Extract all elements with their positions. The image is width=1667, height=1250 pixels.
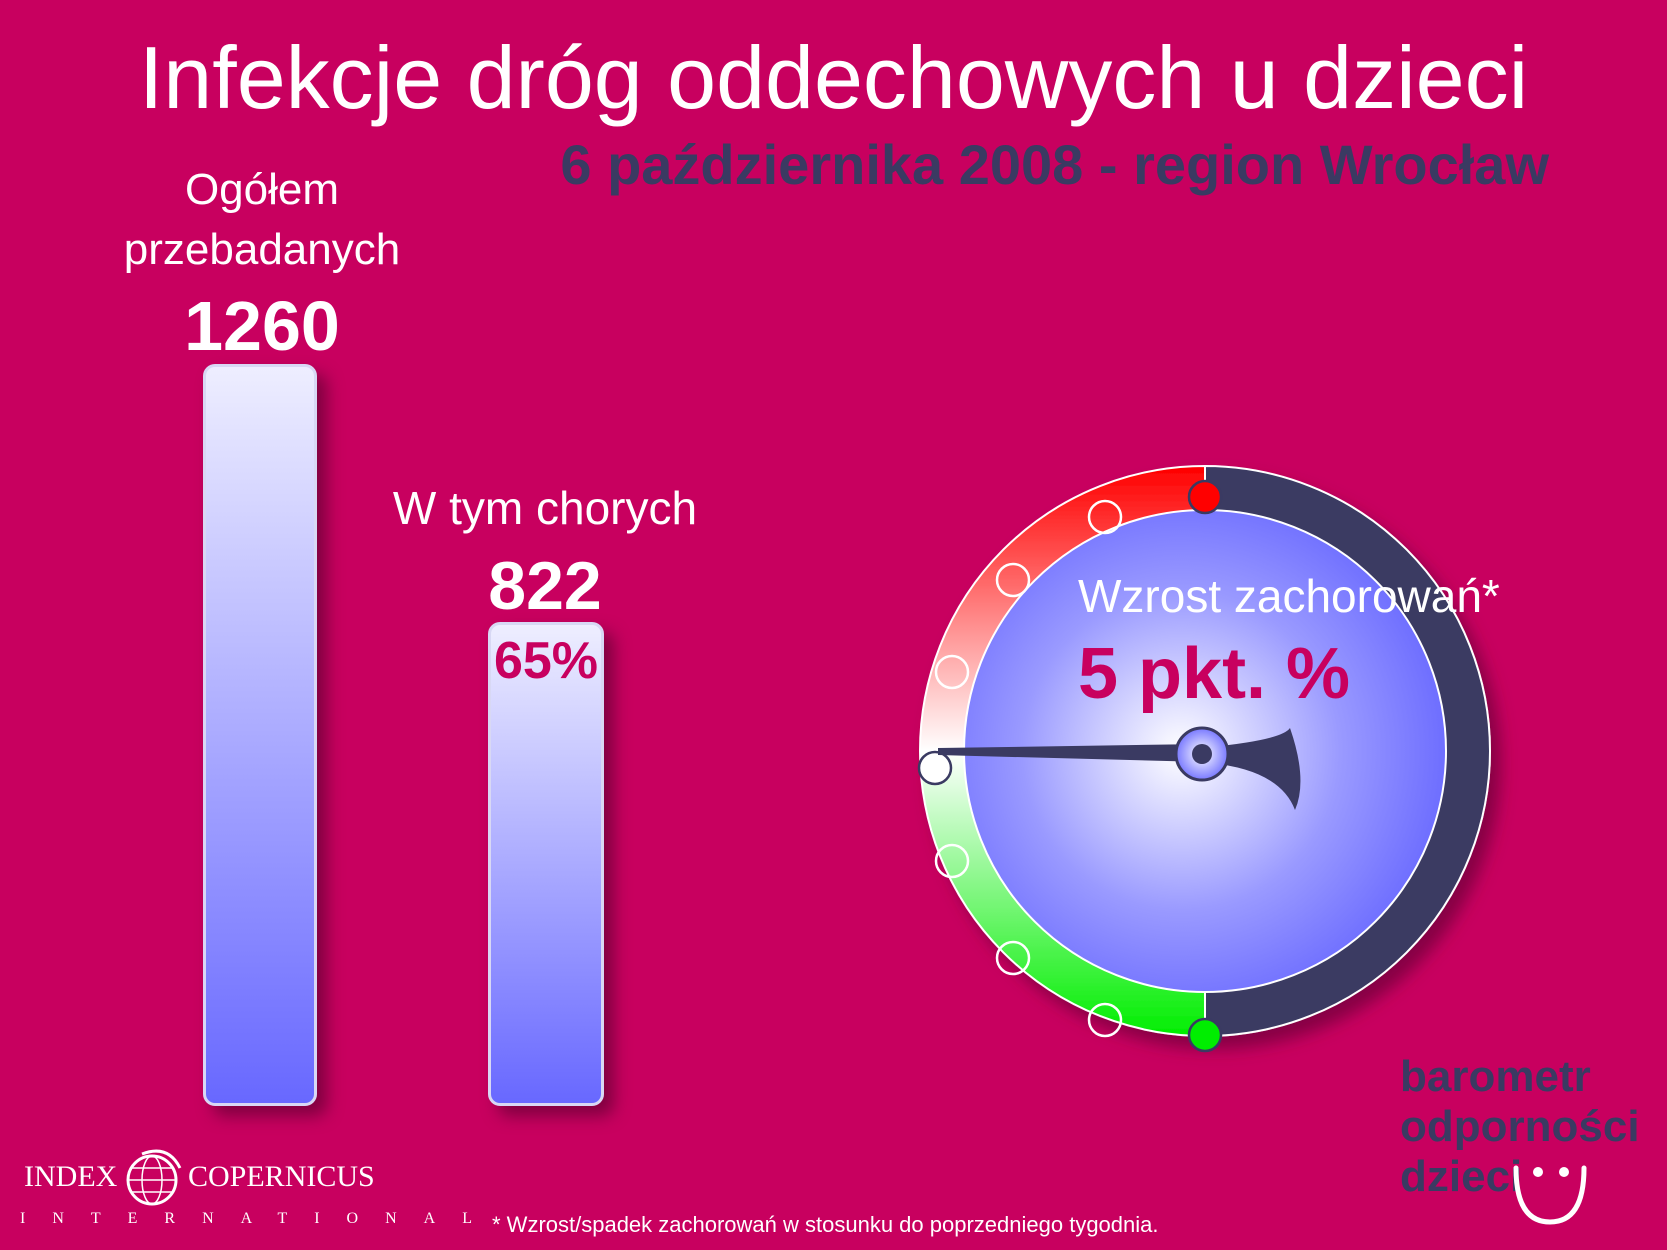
- total-label-line1: Ogółem: [184, 165, 340, 214]
- total-bar: [203, 364, 317, 1106]
- total-label: Ogółem przebadanych: [70, 160, 454, 280]
- total-value: 1260: [184, 287, 340, 365]
- gauge-caption: Wzrost zachorowań*: [1078, 570, 1500, 622]
- sick-label: W tym chorych: [392, 482, 698, 534]
- footnote: * Wzrost/spadek zachorowań w stosunku do…: [492, 1212, 1159, 1237]
- gauge-value: 5 pkt. %: [1078, 634, 1351, 714]
- sick-percent: 65%: [493, 632, 599, 690]
- logo-word-copernicus: COPERNICUS: [188, 1160, 375, 1193]
- smiley-icon: [1513, 1165, 1587, 1225]
- brand-logo: barometr odporności dzieci: [1400, 1052, 1640, 1202]
- gauge-dial: [917, 464, 1491, 1053]
- total-label-line2: przebadanych: [123, 225, 401, 274]
- page-title: Infekcje dróg oddechowych u dzieci: [138, 28, 1529, 127]
- sick-bar: [488, 622, 604, 1106]
- gauge-tick-marks: [917, 479, 1223, 1053]
- page-subtitle: 6 października 2008 - region Wrocław: [560, 133, 1549, 196]
- brand-line2: odporności: [1400, 1102, 1640, 1151]
- sick-value: 822: [488, 548, 602, 624]
- logo-word-index: INDEX: [24, 1160, 118, 1193]
- globe-logo-icon: [126, 1149, 182, 1206]
- gauge-needle: [938, 726, 1301, 810]
- logo-subtitle: INTERNATIONAL: [20, 1210, 499, 1227]
- brand-line3: dzieci: [1400, 1152, 1523, 1201]
- brand-line1: barometr: [1400, 1052, 1591, 1101]
